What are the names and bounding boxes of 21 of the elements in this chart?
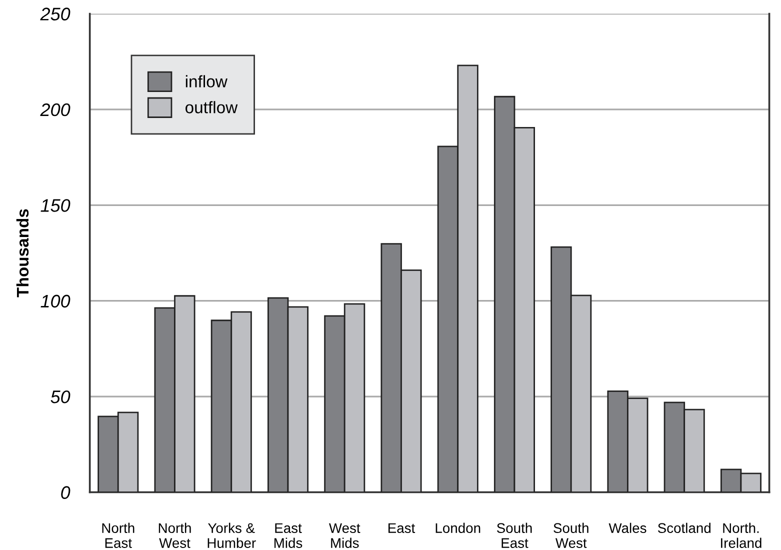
- x-tick-label: Yorks & Humber: [208, 522, 256, 548]
- y-tick-label: 100: [40, 294, 70, 308]
- x-tick-label: South West: [554, 522, 588, 548]
- x-tick-label: South East: [496, 522, 532, 548]
- x-tick-label: North East: [102, 522, 134, 548]
- legend-label: outflow: [186, 101, 238, 114]
- x-tick-label: West Mids: [328, 523, 360, 548]
- x-tick-label: North. Ireland: [721, 522, 762, 548]
- x-tick-label: London: [436, 522, 480, 534]
- y-tick-label: 250: [40, 8, 70, 20]
- y-tick-label: 50: [50, 390, 70, 404]
- y-tick-label: 0: [61, 486, 70, 499]
- y-axis-title: Thousands: [16, 209, 29, 298]
- x-tick-label: Wales: [608, 522, 646, 534]
- y-tick-label: 200: [40, 103, 70, 116]
- y-tick-label: 150: [40, 199, 70, 212]
- x-tick-label: East: [388, 523, 416, 534]
- x-tick-label: North West: [158, 522, 191, 548]
- x-tick-label: East Mids: [274, 523, 302, 548]
- x-tick-label: Scotland: [658, 522, 710, 534]
- legend-label: inflow: [186, 75, 228, 88]
